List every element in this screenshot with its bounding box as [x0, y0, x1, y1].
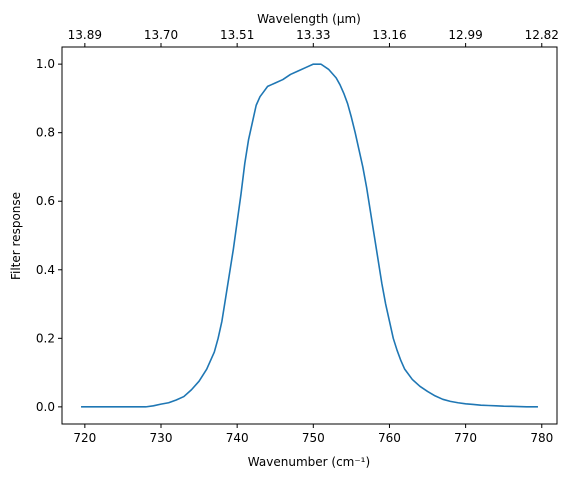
top-tick-label: 13.51: [220, 28, 254, 42]
x-tick-label: 730: [150, 431, 173, 445]
top-tick-label: 12.99: [448, 28, 482, 42]
x-tick-label: 750: [302, 431, 325, 445]
plot-frame: [61, 46, 558, 425]
x-tick-label: 720: [73, 431, 96, 445]
x-tick-label: 760: [378, 431, 401, 445]
y-tick-label: 0.2: [36, 331, 55, 345]
y-axis-label: Filter response: [9, 192, 23, 280]
filter-response-line: [81, 63, 538, 408]
top-tick-label: 13.70: [144, 28, 178, 42]
top-axis-label: Wavelength (μm): [257, 12, 361, 26]
y-tick-label: 0.6: [36, 194, 55, 208]
x-tick-label: 740: [226, 431, 249, 445]
y-tick-label: 0.4: [36, 263, 55, 277]
top-tick-label: 13.16: [372, 28, 406, 42]
x-axis-label: Wavenumber (cm⁻¹): [248, 455, 370, 469]
x-tick-label: 770: [454, 431, 477, 445]
plot-layer: [81, 63, 538, 408]
top-tick-label: 12.82: [525, 28, 559, 42]
axis-layer: 720 730 740 750 760 770 780 13.89 13.70 13.51 13.3…: [36, 28, 559, 445]
x-tick-label: 780: [530, 431, 553, 445]
y-tick-label: 1.0: [36, 57, 55, 71]
top-tick-label: 13.89: [68, 28, 102, 42]
y-tick-label: 0.8: [36, 126, 55, 140]
y-tick-label: 0.0: [36, 400, 55, 414]
top-tick-label: 13.33: [296, 28, 330, 42]
